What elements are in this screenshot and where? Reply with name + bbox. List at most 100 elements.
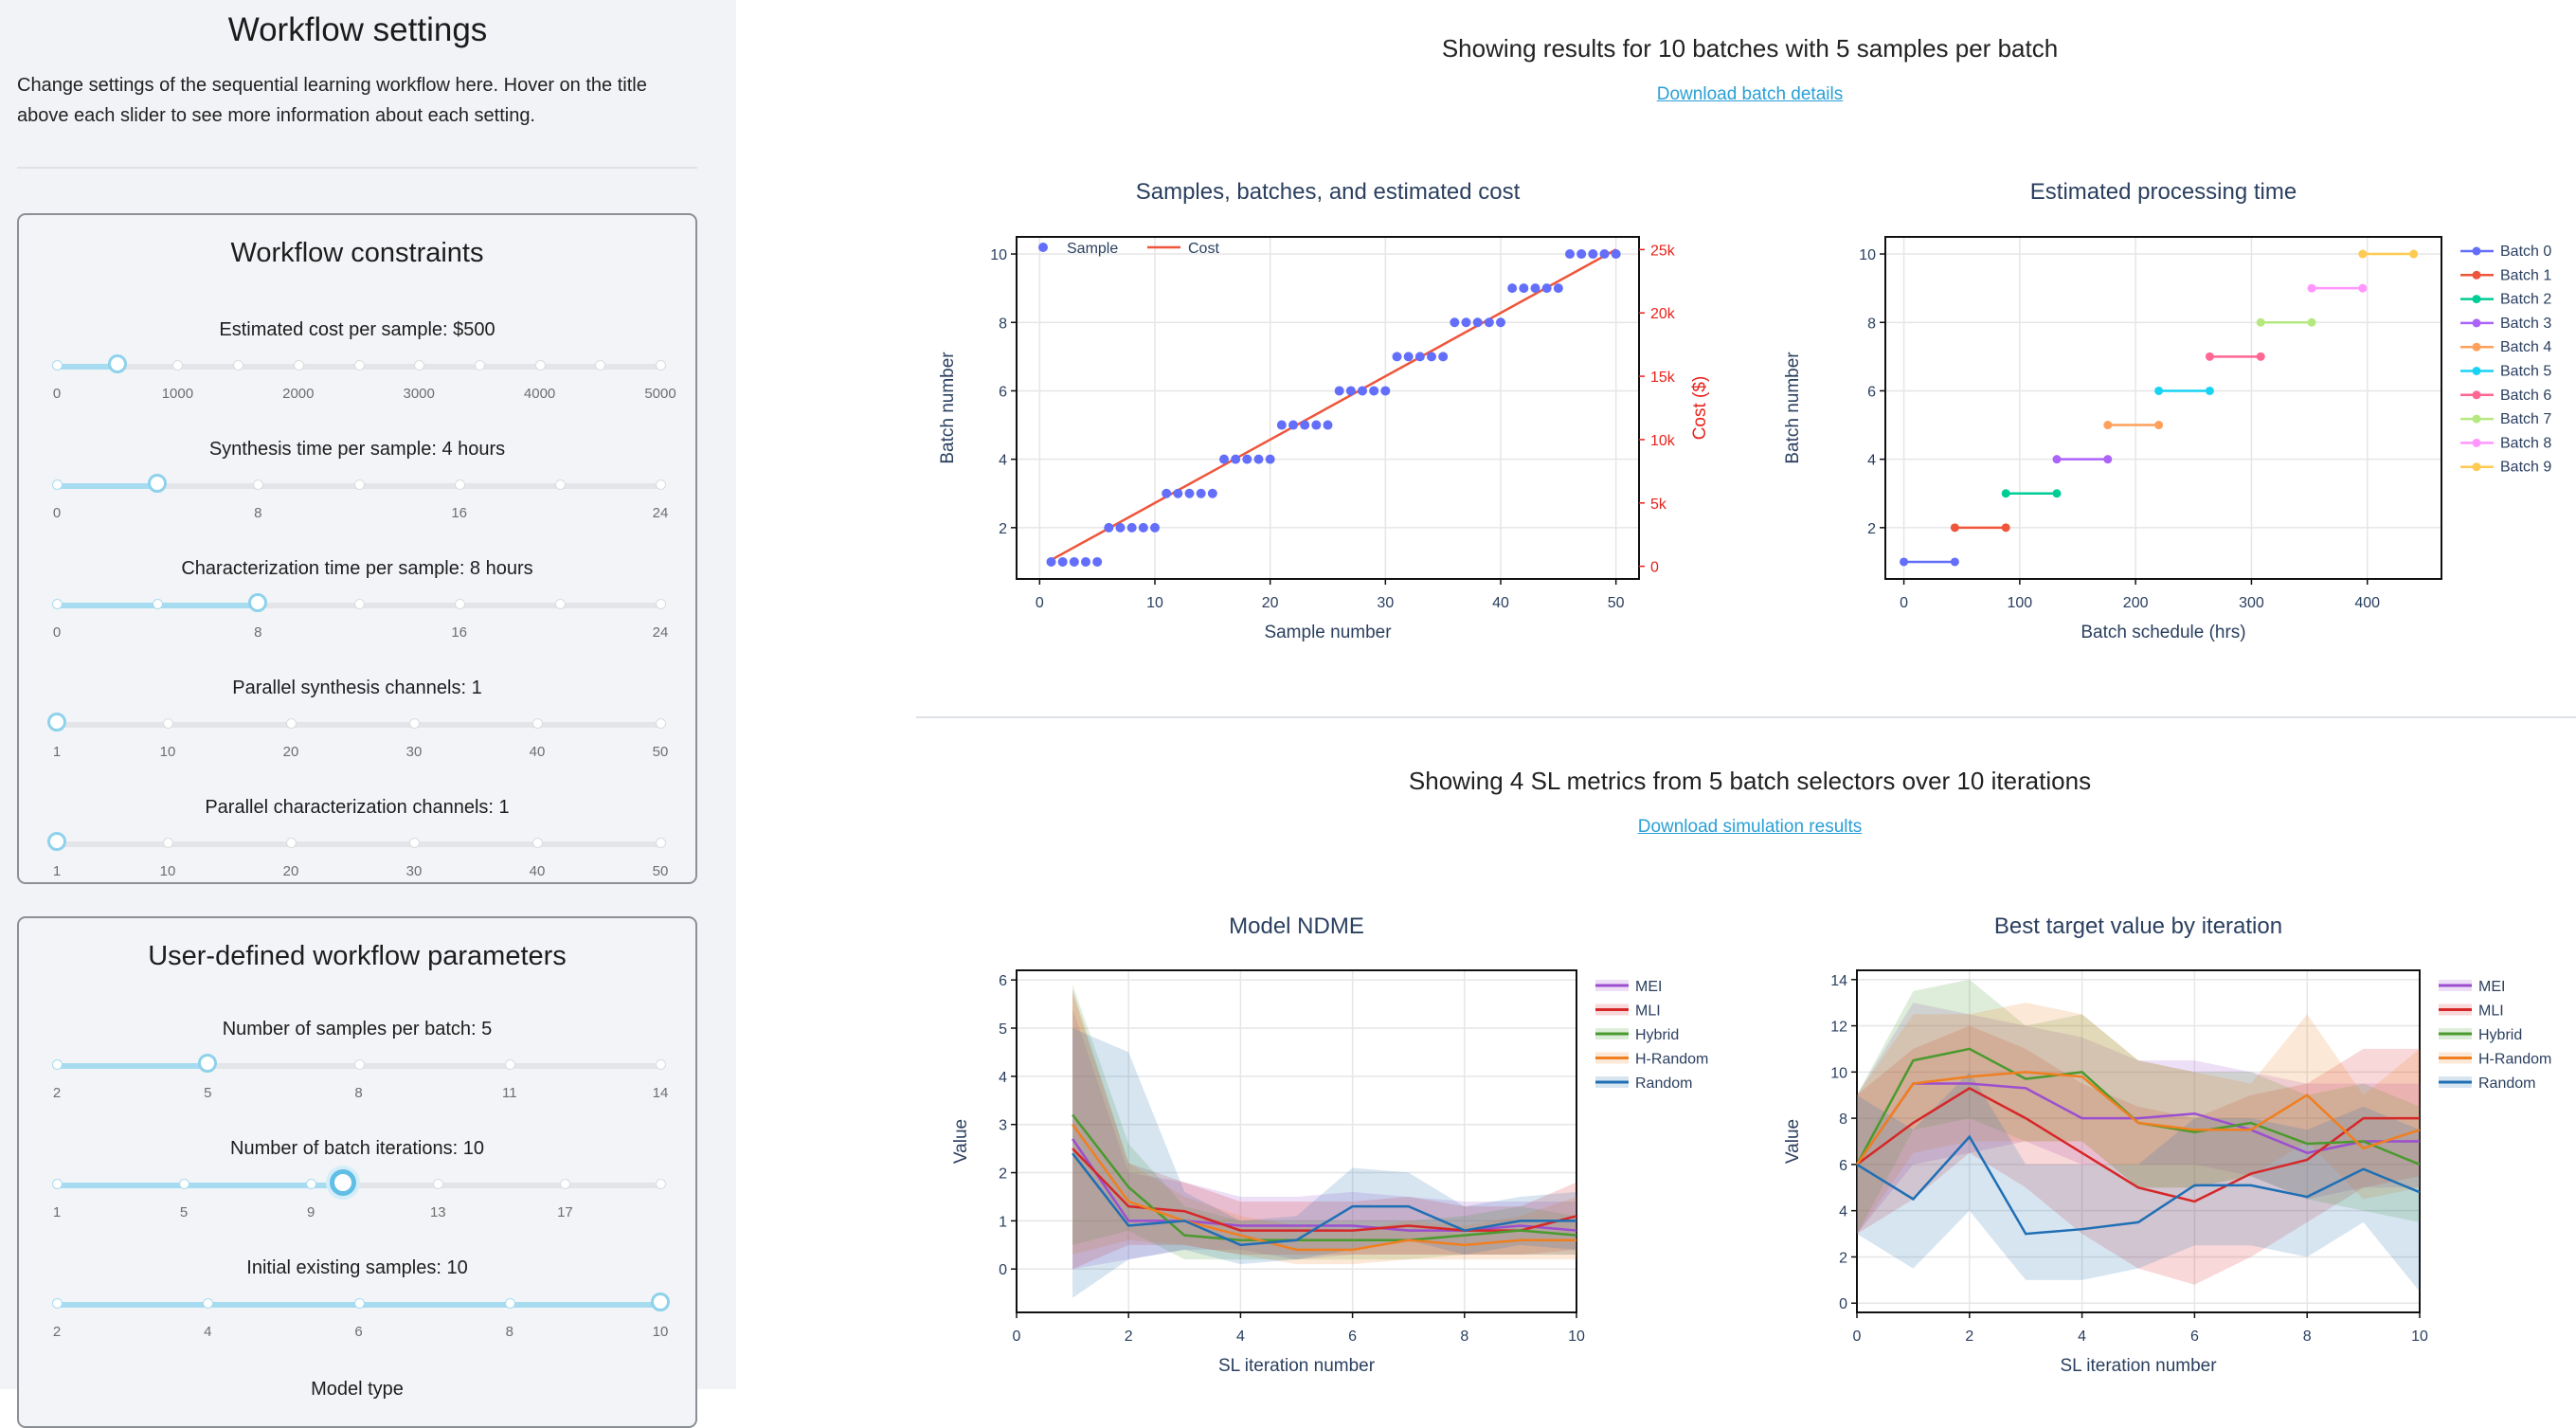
slider-mark-dot — [293, 360, 304, 371]
sample-point — [1334, 386, 1344, 396]
y-tick-label: 6 — [999, 973, 1007, 989]
x-tick-label: 4 — [1236, 1329, 1245, 1345]
samples-cost-chart: Samples, batches, and estimated cost 0 10 2… — [938, 179, 1710, 642]
sample-point — [1507, 283, 1518, 294]
slider-mark-label: 13 — [429, 1204, 446, 1220]
slider-handle[interactable] — [107, 354, 127, 373]
y-tick-label: 8 — [999, 316, 1007, 332]
y-axis-label: Value — [951, 1119, 971, 1164]
slider-track[interactable] — [47, 832, 666, 851]
sample-point — [1438, 352, 1449, 362]
download-batch-details-link[interactable]: Download batch details — [1656, 84, 1844, 104]
y-tick-label: 10 — [1859, 247, 1876, 263]
sample-point — [1276, 420, 1287, 430]
legend-label: Batch 0 — [2500, 244, 2551, 260]
slider-mark-label: 17 — [557, 1204, 573, 1220]
slider-track[interactable] — [47, 713, 666, 732]
slider-track[interactable] — [52, 593, 666, 612]
batch-point — [2154, 386, 2164, 395]
slider-mark-label: 30 — [405, 744, 423, 760]
slider-mark-label: 8 — [254, 624, 262, 641]
sample-point — [1541, 283, 1552, 294]
legend-label: H-Random — [2478, 1052, 2551, 1068]
model-ndme-chart: Model NDME 0 2 4 6 8 10 0 1 2 3 4 5 6 SL iteration num… — [951, 913, 1708, 1376]
y-tick-label: 4 — [1839, 1204, 1847, 1220]
confidence-band — [1857, 979, 2420, 1235]
slider-1: Estimated cost per sample: $500 0 1000 2000… — [19, 319, 695, 424]
x-tick-label: 40 — [1492, 595, 1509, 611]
sample-point — [1288, 420, 1298, 430]
slider-mark-dot — [560, 1179, 571, 1189]
x-tick-label: 20 — [1262, 595, 1279, 611]
sample-point — [1380, 386, 1391, 396]
sample-point — [1427, 352, 1436, 362]
legend-marker — [2472, 295, 2481, 304]
slider-handle[interactable] — [47, 713, 66, 732]
download-simulation-results-link[interactable]: Download simulation results — [1637, 817, 1863, 837]
batch-point — [2052, 455, 2062, 464]
slider-mark-dot — [656, 718, 666, 729]
legend-marker — [2472, 270, 2481, 280]
plot-frame — [1884, 236, 2442, 580]
slider-mark-label: 50 — [652, 863, 669, 879]
slider-mark-dot — [656, 1179, 666, 1189]
sample-point — [1162, 488, 1172, 498]
slider-mark-label: 1 — [52, 863, 62, 879]
legend-label: Batch 9 — [2500, 460, 2551, 476]
x-tick-label: 0 — [1013, 1329, 1021, 1345]
slider-handle[interactable] — [329, 1169, 356, 1196]
sample-point — [1414, 352, 1425, 362]
sample-point — [1472, 317, 1483, 328]
batch-point — [2358, 283, 2368, 293]
slider-track[interactable] — [52, 1292, 670, 1311]
cost-line — [1050, 248, 1617, 562]
batch-point — [2052, 489, 2062, 498]
x-tick-label: 10 — [1146, 595, 1163, 611]
slider-track[interactable] — [52, 1054, 666, 1073]
slider-track[interactable] — [52, 474, 666, 493]
y2-tick-label: 20k — [1650, 306, 1676, 322]
slider-mark-dot — [656, 1059, 666, 1070]
slider-mark-dot — [554, 479, 566, 490]
slider-mark-label: 20 — [282, 744, 299, 760]
slider-handle[interactable] — [198, 1054, 218, 1073]
x-tick-label: 10 — [1568, 1329, 1585, 1345]
sample-point — [1588, 249, 1598, 260]
slider-track[interactable] — [52, 1169, 666, 1196]
x-tick-label: 6 — [1348, 1329, 1357, 1345]
slider-mark-dot — [454, 599, 465, 609]
slider-handle[interactable] — [651, 1292, 670, 1311]
y-tick-label: 10 — [1830, 1065, 1847, 1081]
slider-mark-dot — [595, 360, 606, 371]
slider-handle[interactable] — [47, 832, 66, 851]
y-tick-label: 4 — [999, 453, 1007, 469]
y-tick-label: 6 — [1867, 384, 1876, 400]
slider-mark-dot — [253, 479, 264, 490]
chart-title: Model NDME — [1229, 913, 1364, 939]
series-line — [1855, 1071, 2421, 1166]
chart-title: Estimated processing time — [2030, 179, 2297, 205]
slider-4: Parallel synthesis channels: 1 1 10 20 30 40 5… — [19, 678, 695, 782]
slider-handle[interactable] — [148, 474, 168, 493]
slider-mark-dot — [172, 360, 184, 371]
slider-mark-label: 0 — [52, 624, 62, 641]
series-line — [1856, 1086, 2420, 1203]
legend-label: MLI — [1635, 1003, 1661, 1020]
batch-point — [2256, 317, 2265, 327]
slider-mark-dot — [504, 1059, 515, 1070]
legend-label: H-Random — [1635, 1052, 1708, 1068]
batch-point — [2307, 317, 2316, 327]
legend-marker — [2472, 318, 2481, 328]
slider-mark-label: 11 — [501, 1085, 517, 1101]
slider-label: Parallel characterization channels: 1 — [205, 797, 510, 818]
x-tick-label: 8 — [2303, 1329, 2312, 1345]
legend-marker — [2472, 414, 2481, 424]
legend-label: Batch 3 — [2500, 316, 2551, 332]
slider-mark-label: 3000 — [403, 386, 435, 402]
slider-fill — [57, 1183, 343, 1188]
slider-mark-dot — [286, 718, 297, 729]
slider-handle[interactable] — [248, 593, 268, 612]
series-line — [1856, 1134, 2421, 1236]
slider-track[interactable] — [52, 354, 666, 373]
batch-point — [1900, 557, 1909, 567]
